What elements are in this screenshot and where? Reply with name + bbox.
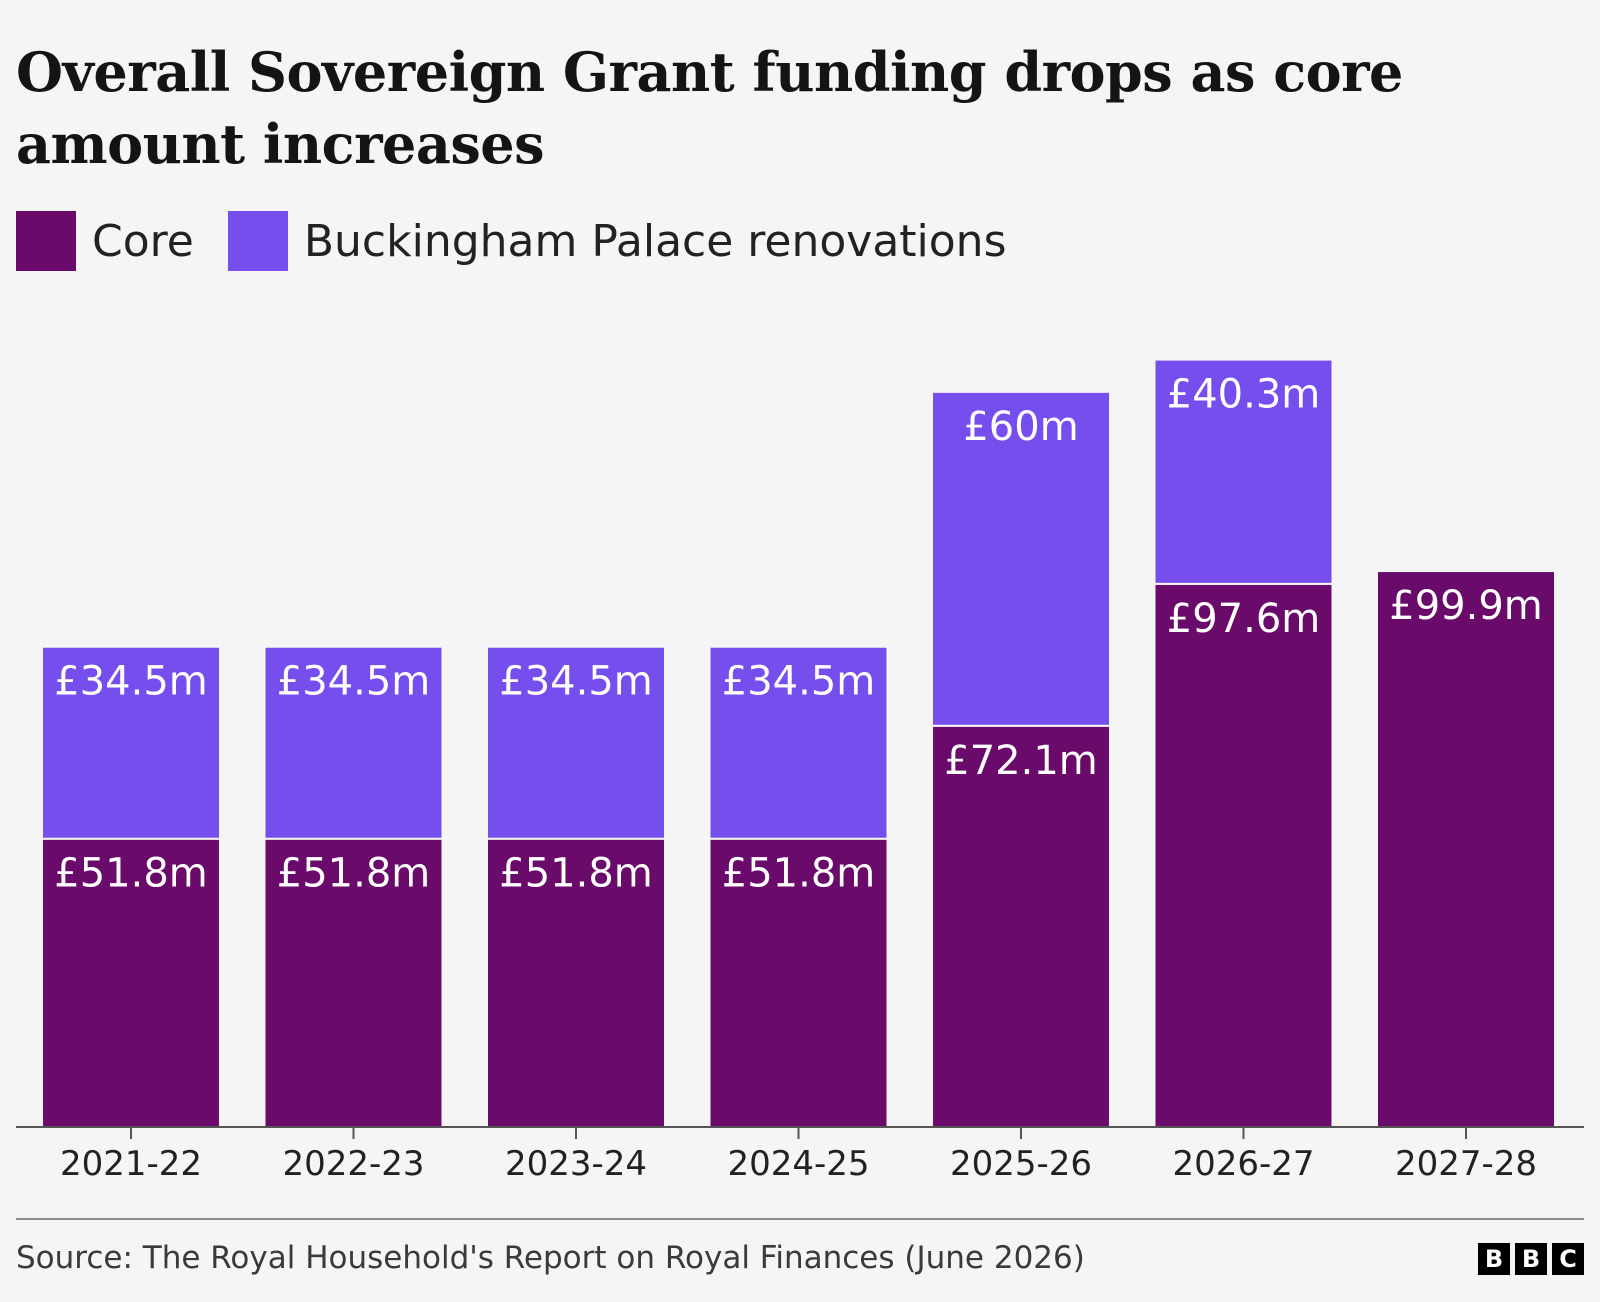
- x-tick-label: 2025-26: [950, 1144, 1092, 1184]
- bar-renovations: [708, 645, 889, 840]
- x-tick-label: 2026-27: [1172, 1144, 1314, 1184]
- bar-core: [708, 837, 889, 1128]
- data-label-renovations: £60m: [963, 404, 1078, 450]
- source-note: Source: The Royal Household's Report on …: [16, 1240, 1085, 1276]
- data-label-renovations: £34.5m: [277, 659, 430, 705]
- legend-swatch-renovations: [227, 211, 288, 271]
- bar-renovations: [931, 390, 1111, 727]
- bar-core: [41, 837, 221, 1128]
- data-label-core: £97.6m: [1167, 596, 1320, 642]
- bar-renovations: [263, 645, 444, 840]
- legend-label-core: Core: [92, 215, 194, 267]
- data-label-core: £51.8m: [54, 851, 207, 897]
- data-label-renovations: £34.5m: [54, 659, 207, 705]
- data-label-core: £72.1m: [944, 738, 1097, 784]
- legend-item-renovations: Buckingham Palace renovations: [227, 211, 1007, 271]
- data-label-renovations: £40.3m: [1167, 372, 1320, 418]
- data-label-renovations: £34.5m: [499, 659, 652, 705]
- logo-letter: C: [1552, 1243, 1584, 1275]
- legend-swatch-core: [16, 211, 76, 271]
- legend-label-renovations: Buckingham Palace renovations: [303, 215, 1007, 267]
- bar-core: [931, 724, 1111, 1128]
- data-label-core: £51.8m: [499, 851, 652, 897]
- bar-chart: £51.8m £34.5m 2021-22 £51.8m £34.5m 2022-23 £5…: [16, 358, 1584, 1184]
- x-tick-label: 2027-28: [1395, 1144, 1537, 1184]
- bar-core: [1153, 582, 1334, 1128]
- bar-renovations: [486, 645, 666, 840]
- chart-title: Overall Sovereign Grant funding drops as…: [16, 40, 1403, 176]
- data-label-core: £51.8m: [277, 851, 430, 897]
- x-tick-label: 2024-25: [727, 1144, 869, 1184]
- legend-item-core: Core: [16, 211, 194, 271]
- x-tick-label: 2023-24: [505, 1144, 647, 1184]
- bbc-logo: B B C: [1478, 1243, 1584, 1275]
- data-label-core: £51.8m: [722, 851, 875, 897]
- legend: Core Buckingham Palace renovations: [16, 210, 1041, 272]
- logo-letter: B: [1478, 1243, 1510, 1275]
- bar-renovations: [1153, 358, 1334, 585]
- bar-core: [486, 837, 666, 1128]
- x-tick-label: 2022-23: [282, 1144, 424, 1184]
- data-label-core: £99.9m: [1389, 583, 1542, 629]
- data-label-renovations: £34.5m: [722, 659, 875, 705]
- x-tick-label: 2021-22: [60, 1144, 202, 1184]
- logo-letter: B: [1515, 1243, 1547, 1275]
- bar-core: [1376, 570, 1556, 1128]
- footer-divider: [16, 1218, 1584, 1220]
- bar-renovations: [41, 645, 221, 840]
